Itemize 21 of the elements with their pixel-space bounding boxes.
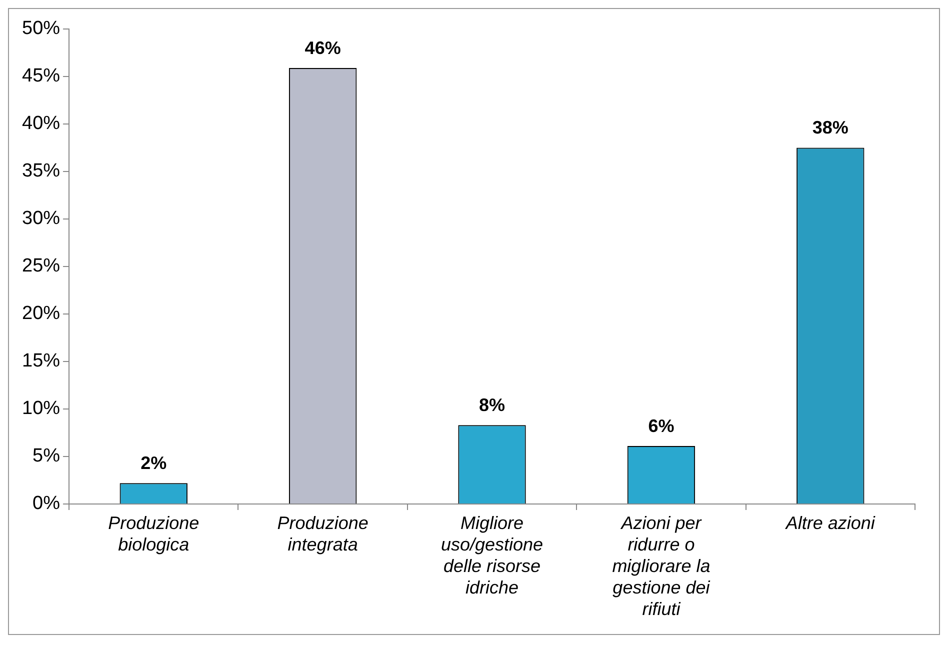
x-tick-label: Produzione integrata <box>277 512 368 554</box>
x-tick-label: Azioni per ridurre o migliorare la gestione dei rifiuti <box>612 512 711 620</box>
y-tick-label: 30% <box>22 208 60 230</box>
x-tick-label: Produzione biologica <box>108 512 200 554</box>
y-tick-label: 40% <box>22 113 60 134</box>
y-tick-label: 20% <box>22 303 60 324</box>
data-label: 46% <box>304 38 341 58</box>
y-tick-label: 35% <box>22 160 60 182</box>
y-tick-label: 15% <box>22 350 60 372</box>
x-tick-label: Migliore uso/gestione delle risorse idriche <box>440 512 544 598</box>
y-tick-label: 45% <box>22 66 60 87</box>
y-tick-label: 50% <box>22 18 60 40</box>
y-tick-label: 5% <box>32 446 60 467</box>
data-label: 6% <box>648 416 674 436</box>
data-label: 38% <box>812 118 848 138</box>
x-tick-label: Altre azioni <box>784 512 876 533</box>
y-tick-label: 0% <box>32 493 60 514</box>
y-tick-label: 25% <box>22 256 60 277</box>
data-label: 8% <box>479 395 506 416</box>
data-label: 2% <box>140 453 167 474</box>
y-tick-label: 10% <box>22 398 60 420</box>
